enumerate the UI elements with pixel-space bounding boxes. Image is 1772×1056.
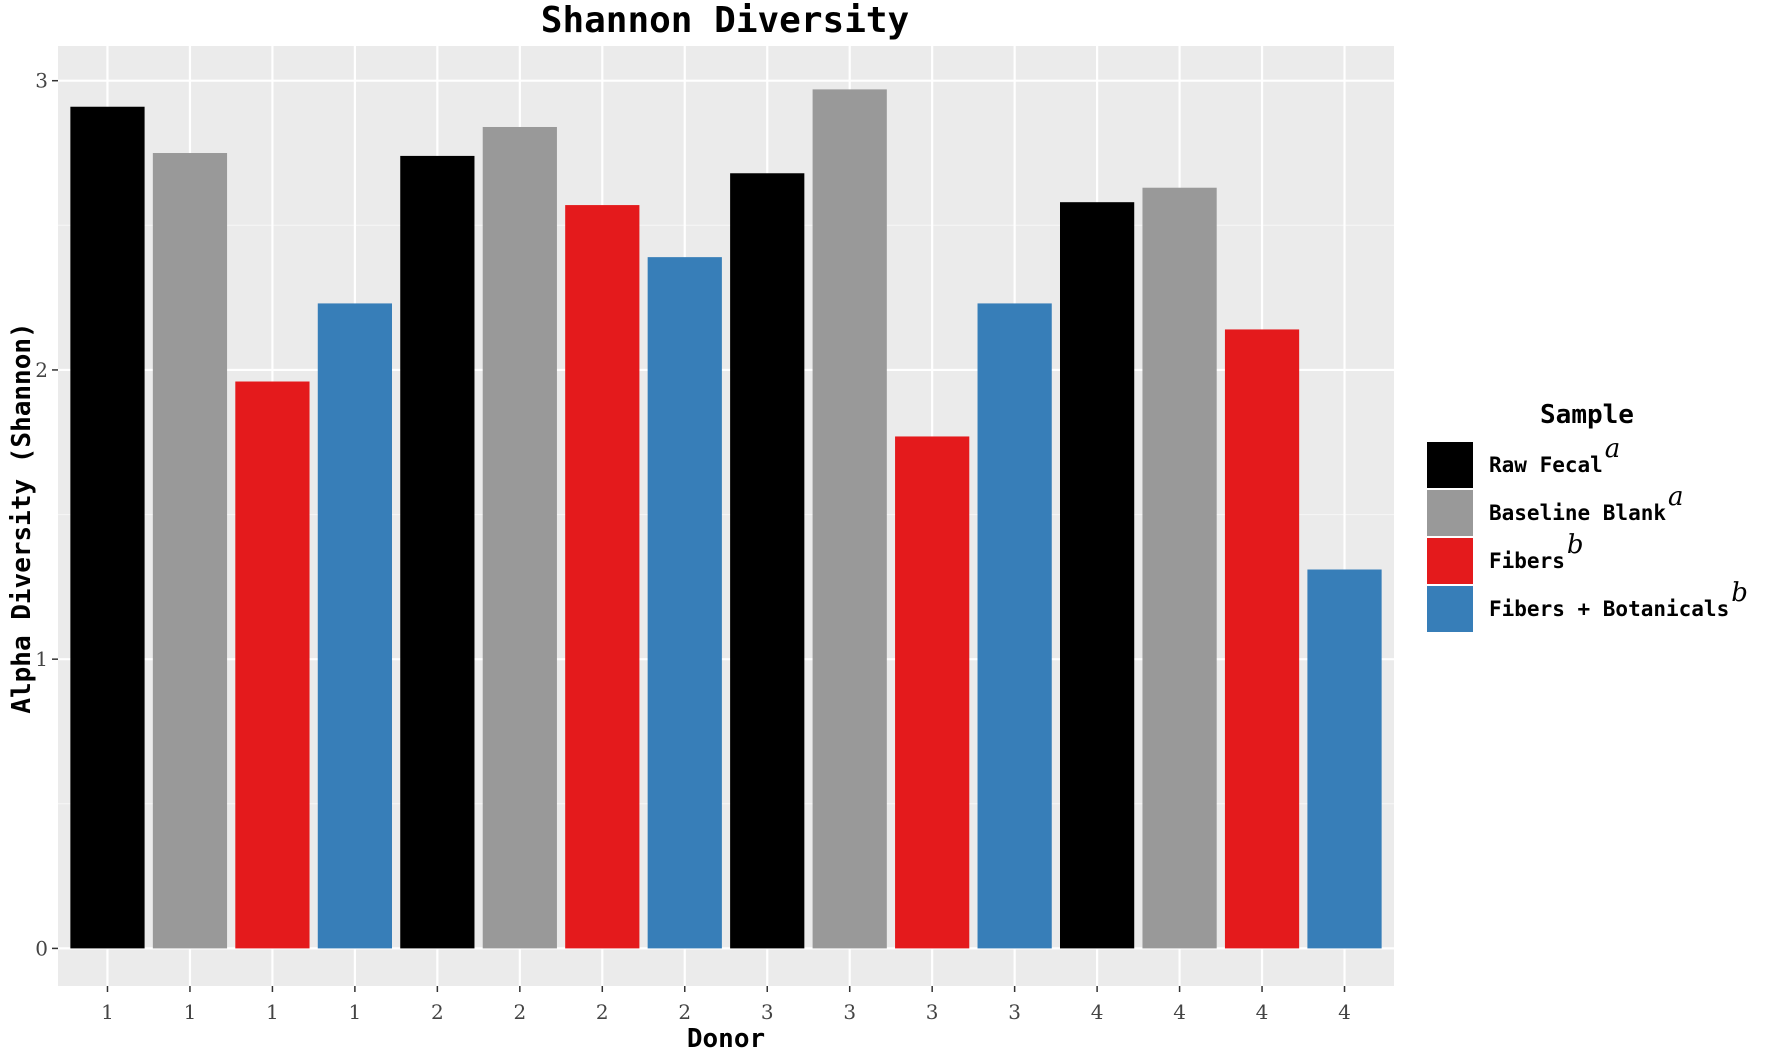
bar (400, 155, 475, 949)
bar (730, 173, 805, 949)
y-tick-label: 2 (35, 358, 48, 382)
y-tick-label: 1 (35, 647, 48, 671)
bar (565, 205, 640, 949)
x-tick-label: 1 (184, 1000, 197, 1024)
y-axis: 0 1 2 3 (35, 69, 58, 960)
legend-superscript: a (1668, 482, 1684, 512)
bars (70, 89, 1382, 949)
x-tick-label: 3 (843, 1000, 856, 1024)
legend-label: Raw Fecal (1489, 453, 1603, 477)
x-tick-label: 4 (1338, 1000, 1351, 1024)
bar (1060, 202, 1135, 949)
bar (812, 89, 887, 949)
x-tick-label: 1 (266, 1000, 279, 1024)
bar (1307, 569, 1382, 949)
x-axis-title: Donor (687, 1024, 765, 1054)
bar (235, 381, 310, 949)
bar (317, 303, 392, 949)
bar (1224, 329, 1300, 949)
bar (1142, 187, 1217, 949)
x-axis: 1 1 1 1 2 2 2 2 3 3 3 3 4 4 4 4 (101, 986, 1351, 1024)
legend-label: Fibers (1489, 549, 1565, 573)
legend-label: Baseline Blank (1489, 501, 1666, 525)
legend-superscript: b (1731, 578, 1748, 608)
x-tick-label: 2 (513, 1000, 526, 1024)
bar (895, 436, 970, 949)
x-tick-label: 4 (1173, 1000, 1186, 1024)
legend-key (1427, 538, 1473, 584)
chart-title: Shannon Diversity (541, 0, 909, 41)
bar (482, 126, 557, 949)
x-tick-label: 4 (1256, 1000, 1269, 1024)
y-tick-label: 3 (35, 69, 48, 93)
x-tick-label: 4 (1091, 1000, 1104, 1024)
legend-label: Fibers + Botanicals (1489, 597, 1729, 621)
legend-key (1427, 442, 1473, 488)
legend-title: Sample (1540, 400, 1634, 430)
bar (152, 153, 228, 949)
x-tick-label: 2 (678, 1000, 691, 1024)
bar (977, 303, 1052, 949)
x-tick-label: 1 (101, 1000, 114, 1024)
y-axis-title: Alpha Diversity (Shannon) (7, 322, 37, 713)
legend-superscript: a (1605, 434, 1621, 464)
x-tick-label: 3 (926, 1000, 939, 1024)
x-tick-label: 2 (431, 1000, 444, 1024)
bar (70, 106, 145, 949)
x-tick-label: 1 (349, 1000, 362, 1024)
x-tick-label: 3 (761, 1000, 774, 1024)
legend-key (1427, 586, 1473, 632)
x-tick-label: 2 (596, 1000, 609, 1024)
legend-key (1427, 490, 1473, 536)
legend-superscript: b (1567, 530, 1584, 560)
bar (647, 257, 722, 949)
y-tick-label: 0 (35, 936, 48, 960)
x-tick-label: 3 (1008, 1000, 1021, 1024)
